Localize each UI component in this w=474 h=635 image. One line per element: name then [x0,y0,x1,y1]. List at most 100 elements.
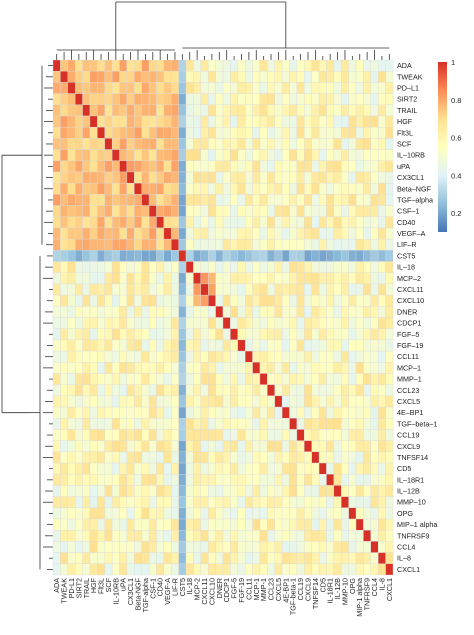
heatmap-cell [141,350,150,363]
heatmap-cell [126,474,135,486]
heatmap-cell [89,317,98,329]
heatmap-cell [156,194,165,206]
heatmap-cell [281,518,290,531]
heatmap-cell [289,238,298,251]
heatmap-cell [326,294,335,307]
heatmap-cell [326,429,335,441]
heatmap-cell [222,238,231,251]
heatmap-cell [333,93,342,105]
heatmap-cell [111,93,120,105]
heatmap-cell [104,384,113,397]
heatmap-cell [304,216,312,229]
heatmap-cell [326,384,335,397]
heatmap-cell [163,317,172,329]
heatmap-cell [311,518,320,531]
heatmap-cell [244,59,253,72]
heatmap-cell [215,418,224,430]
heatmap-cell [274,250,283,262]
heatmap-cell [156,406,165,419]
heatmap-cell [119,530,128,542]
heatmap-cell [185,429,194,441]
heatmap-cell [215,496,224,509]
heatmap-cell [141,395,150,408]
heatmap-cell [289,104,298,117]
heatmap-cell [333,418,342,430]
heatmap-cell [252,93,261,105]
heatmap-cell [148,485,157,497]
heatmap-cell [363,227,371,240]
heatmap-cell [215,317,224,329]
heatmap-cell [274,194,283,206]
heatmap-cell [281,115,290,128]
heatmap-cell [97,563,105,576]
column-label-cxcl11: CXCL11 [200,578,209,605]
heatmap-cell [171,552,179,564]
heatmap-cell [281,59,290,72]
heatmap-cell [52,93,61,105]
heatmap-cell [385,126,394,139]
heatmap-cell [148,384,157,397]
heatmap-cell [267,485,275,497]
heatmap-cell [355,406,364,419]
heatmap-cell [304,350,312,363]
heatmap-cell [378,238,386,251]
heatmap-cell [82,71,91,83]
heatmap-cell [89,518,98,531]
heatmap-cell [60,59,68,72]
heatmap-cell [385,216,394,229]
heatmap-cell [333,272,342,285]
heatmap-cell [378,384,386,397]
column-label-ada: ADA [52,578,61,593]
heatmap-cell [141,552,150,564]
heatmap-cell [311,306,320,318]
heatmap-cell [163,194,172,206]
heatmap-cell [348,194,357,206]
heatmap-cell [163,306,172,318]
heatmap-cell [341,216,349,229]
heatmap-cell [244,429,253,441]
heatmap-cell [244,462,253,475]
heatmap-cell [178,238,187,251]
heatmap-cell [52,530,61,542]
heatmap-cell [171,395,179,408]
heatmap-cell [111,71,120,83]
heatmap-cell [378,171,386,184]
heatmap-cell [171,59,179,72]
heatmap-cell [126,216,135,229]
heatmap-cell [311,138,320,150]
heatmap-cell [163,541,172,553]
heatmap-cell [341,272,349,285]
heatmap-cell [74,227,83,240]
heatmap-cell [378,462,386,475]
heatmap-cell [185,474,194,486]
heatmap-cell [318,373,327,385]
heatmap-cell [281,328,290,341]
heatmap-cell [141,384,150,397]
heatmap-cell [267,406,275,419]
heatmap-cell [267,462,275,475]
heatmap-cell [333,294,342,307]
heatmap-cell [82,373,91,385]
heatmap-cell [193,126,201,139]
heatmap-cell [296,171,305,184]
heatmap-cell [385,507,394,520]
column-label-tgf-alpha: TGF-alpha [141,578,150,612]
heatmap-cell [67,115,76,128]
heatmap-cell [148,227,157,240]
heatmap-cell [230,227,238,240]
heatmap-cell [326,194,335,206]
heatmap-cell [326,171,335,184]
heatmap-cell [104,59,113,72]
heatmap-cell [208,406,216,419]
heatmap-cell [237,272,246,285]
heatmap-cell [185,317,194,329]
heatmap-cell [185,496,194,509]
heatmap-cell [230,194,238,206]
heatmap-cell [237,462,246,475]
heatmap-cell [215,171,224,184]
heatmap-cell [134,238,142,251]
heatmap-cell [370,485,379,497]
heatmap-cell [385,328,394,341]
heatmap-cell [134,563,142,576]
heatmap-cell [378,182,386,195]
